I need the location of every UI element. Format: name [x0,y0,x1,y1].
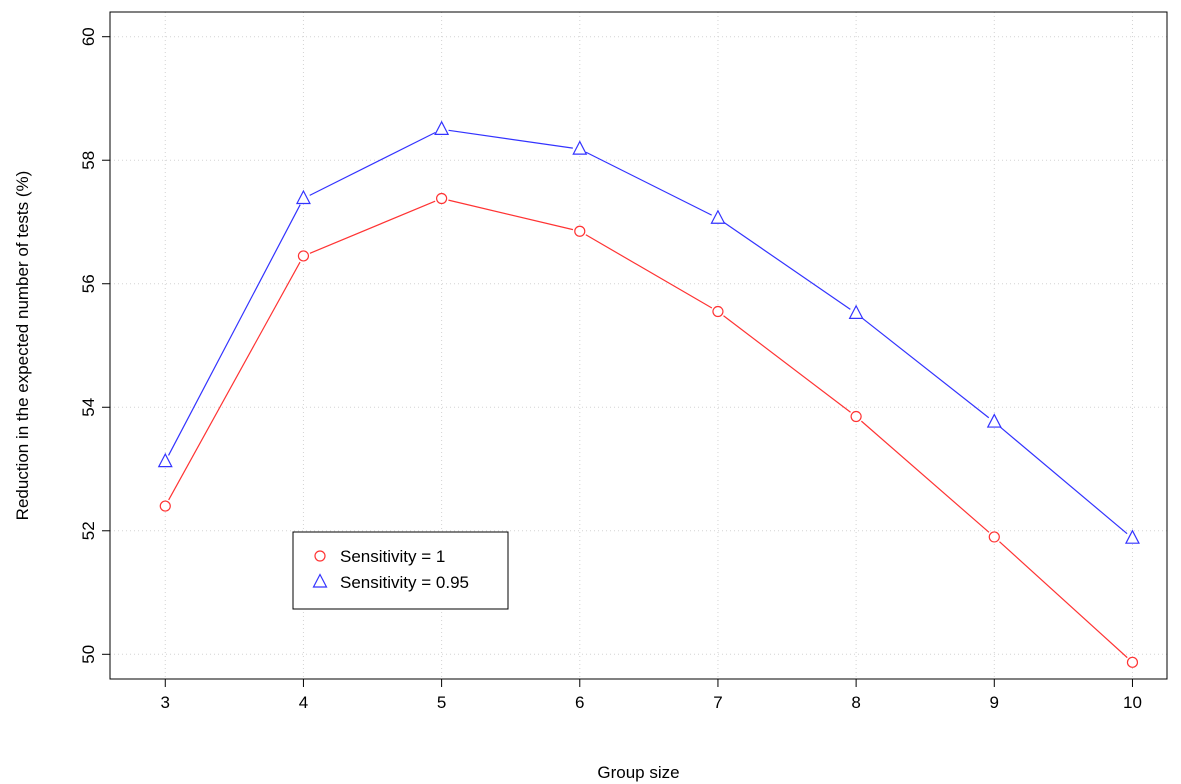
x-tick-label: 9 [990,693,999,712]
data-point [295,189,311,205]
x-tick-label: 5 [437,693,446,712]
series-line-segment [309,200,436,254]
series-line-segment [309,131,436,196]
y-axis-title: Reduction in the expected number of test… [13,171,32,521]
y-tick-label: 60 [79,27,98,46]
data-point [574,225,586,237]
series-line-segment [999,541,1128,659]
legend: Sensitivity = 1 Sensitivity = 0.95 [292,531,509,610]
series-line-segment [723,315,851,413]
data-point [710,209,726,224]
data-point [848,304,864,319]
series-line-segment [168,261,301,501]
series-line-segment [167,204,301,456]
series-line-segment [585,151,712,216]
data-point [850,410,862,423]
legend-label-1: Sensitivity = 1 [340,547,445,566]
series-line-segment [999,426,1128,535]
data-point [434,120,450,135]
x-axis: 3 4 5 6 7 8 9 10 [161,679,1142,712]
data-point [157,452,173,468]
x-tick-label: 10 [1123,693,1142,712]
series-line-segment [448,199,574,231]
data-point [159,500,171,512]
series-line-segment [861,420,990,533]
data-point [436,192,448,205]
y-axis: 50 52 54 56 58 60 [79,27,110,664]
y-tick-label: 52 [79,521,98,540]
y-tick-label: 50 [79,645,98,664]
data-point [572,140,588,155]
legend-label-2: Sensitivity = 0.95 [340,573,469,592]
data-point [712,305,724,318]
x-tick-label: 7 [713,693,722,712]
data-point [986,413,1002,428]
series-1 [159,192,1139,668]
legend-marker-1 [314,550,326,562]
series-line-segment [448,129,573,149]
data-point [1126,656,1139,668]
series-group [157,120,1140,668]
x-axis-title: Group size [597,763,679,782]
series-2 [157,120,1140,544]
legend-marker-2 [312,573,328,588]
x-tick-label: 8 [851,693,860,712]
plot-area-frame [109,11,1168,680]
legend-box [292,531,509,610]
x-tick-label: 6 [575,693,584,712]
y-tick-label: 58 [79,151,98,170]
data-point [1124,529,1140,544]
series-line-segment [585,234,713,309]
series-line-segment [861,317,990,419]
x-tick-label: 3 [161,693,170,712]
x-tick-label: 4 [299,693,308,712]
data-point [988,531,1000,543]
grid [110,12,1167,679]
y-tick-label: 56 [79,274,98,293]
series-line-segment [723,221,851,310]
data-point [297,250,310,262]
y-tick-label: 54 [79,398,98,417]
